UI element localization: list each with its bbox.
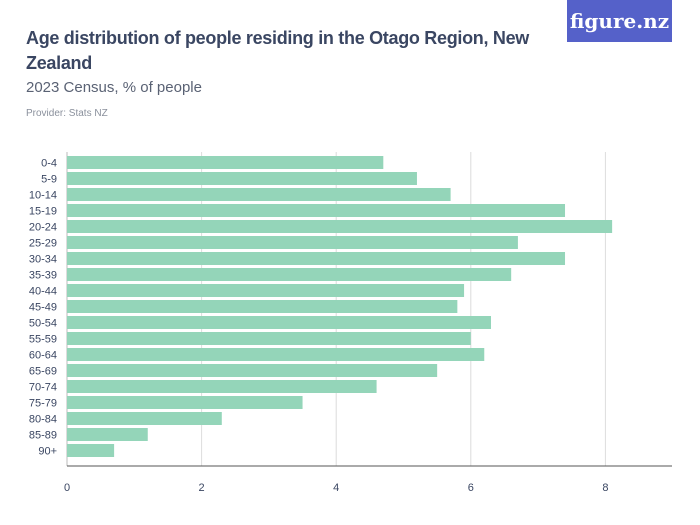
y-tick-label: 45-49 [29,302,57,314]
bar [67,412,222,425]
y-tick-label: 65-69 [29,366,57,378]
y-tick-label: 10-14 [29,190,57,202]
y-tick-label: 90+ [38,446,57,458]
bar [67,220,613,233]
bar [67,156,384,169]
x-tick-label: 8 [602,482,608,494]
bar [67,252,566,265]
y-tick-label: 0-4 [41,158,57,170]
x-tick-label: 4 [333,482,339,494]
x-tick-label: 6 [468,482,474,494]
y-tick-label: 5-9 [41,174,57,186]
y-tick-label: 50-54 [29,318,57,330]
bar [67,172,417,185]
y-tick-label: 85-89 [29,430,57,442]
chart-subtitle: 2023 Census, % of people [26,79,202,96]
provider-label: Provider: Stats NZ [26,108,108,119]
bar [67,348,485,361]
bar [67,380,377,393]
y-tick-label: 80-84 [29,414,57,426]
y-tick-label: 35-39 [29,270,57,282]
bar [67,444,115,457]
bar [67,364,438,377]
bar [67,428,148,441]
y-tick-label: 75-79 [29,398,57,410]
y-tick-label: 60-64 [29,350,57,362]
y-tick-label: 25-29 [29,238,57,250]
bar [67,284,465,297]
x-tick-label: 0 [64,482,70,494]
bar [67,396,303,409]
x-tick-label: 2 [199,482,205,494]
bar [67,236,518,249]
y-tick-label: 20-24 [29,222,57,234]
y-tick-label: 15-19 [29,206,57,218]
bar [67,300,458,313]
y-tick-label: 30-34 [29,254,57,266]
y-tick-label: 70-74 [29,382,57,394]
bar [67,204,566,217]
figure-nz-logo[interactable]: figure.nz [567,0,672,42]
y-tick-label: 40-44 [29,286,57,298]
y-tick-label: 55-59 [29,334,57,346]
bar [67,332,471,345]
bar [67,188,451,201]
bar [67,268,512,281]
chart-title: Age distribution of people residing in t… [26,28,530,73]
bar [67,316,491,329]
